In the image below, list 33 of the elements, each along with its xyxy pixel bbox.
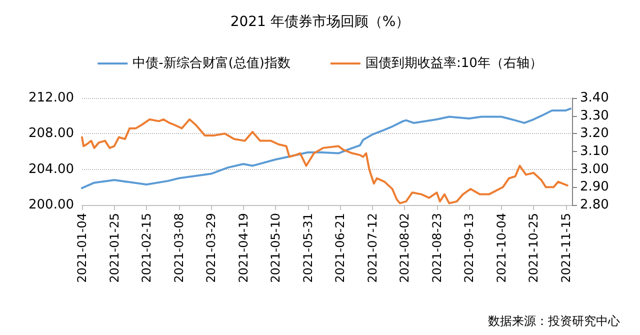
- x-tick-label: 2021-06-21: [333, 213, 348, 283]
- x-tick-label: 2021-05-10: [268, 213, 283, 283]
- x-tick-label: 2021-03-29: [204, 213, 218, 283]
- x-tick-label: 2021-04-19: [236, 213, 250, 283]
- x-tick-label: 2021-10-04: [494, 213, 508, 283]
- legend-label: 国债到期收益率:10年（右轴）: [365, 55, 542, 71]
- x-tick-label: 2021-08-02: [398, 213, 412, 283]
- y-tick-label: 208.00: [28, 126, 74, 142]
- line-series: [81, 108, 572, 190]
- y2-tick-label: 3.00: [580, 162, 609, 177]
- y2-tick-label: 3.10: [580, 144, 609, 159]
- x-tick-label: 2021-07-12: [365, 213, 380, 283]
- x-tick-label: 2021-02-15: [140, 213, 154, 283]
- y-tick-label: 204.00: [28, 162, 74, 177]
- x-tick-label: 2021-08-23: [430, 213, 444, 283]
- y2-tick-label: 3.20: [580, 126, 609, 142]
- y2-tick-label: 2.80: [580, 198, 609, 212]
- x-tick-label: 2021-10-25: [526, 213, 541, 283]
- y-tick-label: 200.00: [28, 198, 74, 212]
- legend-label: 中债-新综合财富(总值)指数: [132, 55, 290, 71]
- x-tick-label: 2021-11-15: [558, 213, 573, 283]
- x-tick-label: 2021-05-31: [300, 213, 315, 283]
- x-tick-label: 2021-03-08: [172, 213, 186, 283]
- x-tick-label: 2021-01-04: [75, 213, 89, 283]
- y2-tick-label: 3.30: [580, 108, 609, 124]
- y2-tick-label: 2.90: [580, 180, 609, 195]
- x-tick-label: 2021-09-13: [462, 213, 476, 283]
- source-note: 数据来源：投资研究中心: [488, 314, 620, 328]
- line-series: [81, 118, 568, 204]
- y-tick-label: 212.00: [28, 90, 74, 106]
- y2-tick-label: 3.40: [580, 90, 609, 106]
- chart-title: 2021 年债券市场回顾（%）: [230, 14, 410, 30]
- x-tick-label: 2021-01-25: [107, 213, 122, 283]
